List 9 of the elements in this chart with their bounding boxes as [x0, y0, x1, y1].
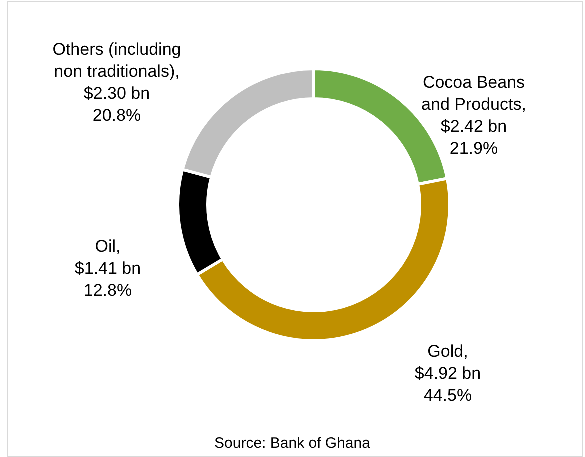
text: 44.5% [424, 386, 472, 405]
text: 20.8% [92, 106, 142, 125]
text: 21.9% [450, 139, 498, 158]
slice-label: Oil, $1.41 bn [74, 237, 142, 278]
slice-label: Others (including non traditionals), $2.30 bn [52, 40, 182, 103]
slice-label: Gold, $4.92 bn [414, 342, 482, 383]
source-note: Source: Bank of Ghana [214, 435, 372, 452]
text: 12.8% [84, 281, 132, 300]
slice-label: Cocoa Beans and Products, $2.42 bn [422, 73, 526, 136]
